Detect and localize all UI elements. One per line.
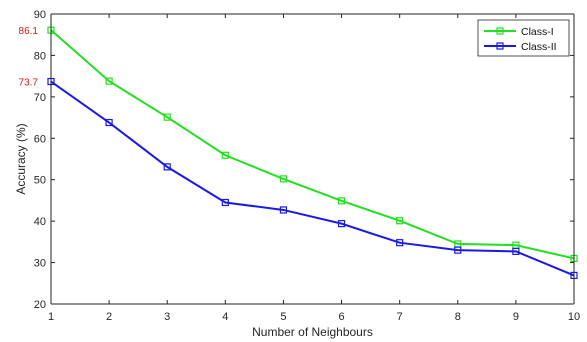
y-tick-label: 30 bbox=[34, 258, 46, 270]
data-point-class-ii bbox=[512, 247, 520, 255]
x-axis-title: Number of Neighbours bbox=[252, 325, 373, 339]
legend-label-class-ii: Class-II bbox=[521, 41, 557, 53]
legend-box bbox=[477, 19, 570, 57]
data-point-class-ii bbox=[105, 118, 113, 127]
series-line-class-i bbox=[50, 29, 575, 260]
x-tick-label: 4 bbox=[222, 311, 228, 323]
legend-marker-class-ii bbox=[496, 42, 504, 50]
data-point-class-ii bbox=[279, 206, 288, 214]
data-point-class-i bbox=[221, 151, 229, 159]
data-point-class-i bbox=[163, 113, 171, 121]
x-tick-label: 6 bbox=[338, 311, 344, 323]
x-tick-label: 8 bbox=[455, 311, 461, 323]
plot-area bbox=[51, 14, 574, 304]
y-tick-label: 70 bbox=[34, 92, 46, 104]
y-tick-label: 50 bbox=[34, 175, 46, 187]
value-annotation: 86.1 bbox=[19, 26, 39, 37]
x-tick-label: 10 bbox=[568, 311, 580, 323]
y-axis-title: Accuracy (%) bbox=[14, 123, 28, 194]
y-tick-label: 60 bbox=[34, 133, 46, 145]
y-tick-label: 20 bbox=[34, 299, 46, 311]
data-point-class-ii bbox=[396, 239, 404, 247]
series-line-class-ii bbox=[50, 80, 575, 277]
data-point-class-i bbox=[337, 197, 346, 205]
data-point-class-i bbox=[396, 217, 404, 225]
data-point-class-ii bbox=[454, 246, 462, 254]
x-tick-label: 9 bbox=[513, 311, 519, 323]
y-tick-label: 80 bbox=[34, 50, 46, 62]
y-tick-label: 40 bbox=[34, 216, 46, 228]
x-tick-label: 2 bbox=[106, 311, 112, 323]
value-annotation: 73.7 bbox=[19, 78, 39, 89]
x-tick-label: 3 bbox=[164, 311, 170, 323]
legend-label-class-i: Class-I bbox=[521, 26, 554, 38]
x-tick-label: 5 bbox=[280, 311, 286, 323]
data-point-class-ii bbox=[163, 163, 171, 171]
data-point-class-ii bbox=[337, 220, 346, 228]
data-point-class-ii bbox=[221, 198, 229, 207]
legend-marker-class-i bbox=[496, 27, 504, 35]
legend: Class-I Class-II bbox=[477, 19, 570, 57]
y-tick-label: 90 bbox=[34, 9, 46, 21]
data-point-class-i bbox=[105, 77, 113, 85]
x-tick-label: 1 bbox=[48, 311, 54, 323]
data-point-class-i bbox=[279, 175, 288, 183]
x-tick-label: 7 bbox=[397, 311, 403, 323]
